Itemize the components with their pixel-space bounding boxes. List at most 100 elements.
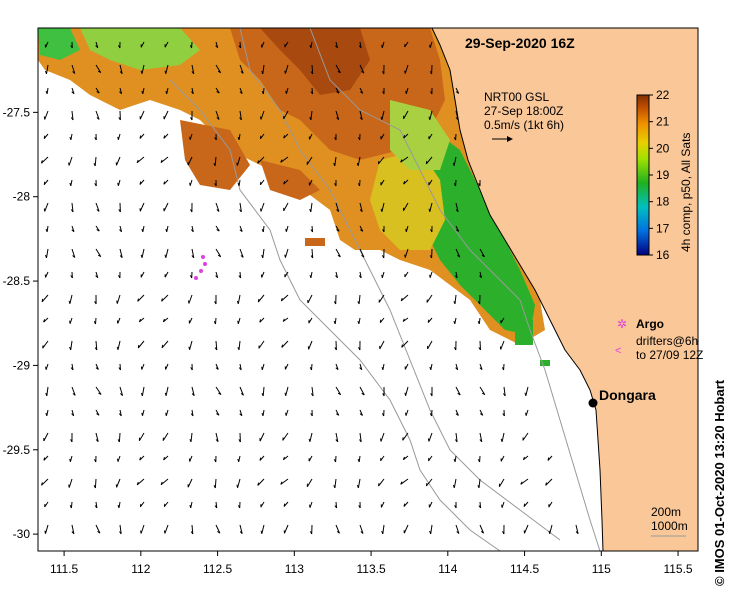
current-vector-head bbox=[43, 135, 46, 139]
current-vector-head bbox=[215, 439, 219, 443]
current-vector bbox=[260, 110, 265, 120]
current-vector-head bbox=[283, 135, 286, 139]
current-vector bbox=[161, 340, 169, 349]
current-vector-head bbox=[501, 504, 503, 508]
current-vector bbox=[479, 524, 485, 534]
current-vector-head bbox=[165, 228, 168, 233]
current-vector-head bbox=[119, 229, 122, 233]
x-tick-label: 115.5 bbox=[663, 562, 692, 576]
current-vector-head bbox=[118, 413, 122, 417]
current-vector-head bbox=[282, 456, 285, 460]
current-vector-head bbox=[45, 392, 48, 397]
current-vector bbox=[71, 202, 74, 212]
current-vector-head bbox=[118, 45, 121, 49]
current-vector-head bbox=[70, 117, 74, 121]
current-vector bbox=[239, 110, 242, 120]
current-vector-head bbox=[218, 392, 222, 395]
current-vector-head bbox=[68, 300, 71, 304]
current-vector-head bbox=[260, 208, 262, 212]
current-vector-head bbox=[453, 320, 456, 325]
current-vector-head bbox=[70, 367, 74, 371]
current-vector bbox=[95, 340, 98, 351]
current-vector-head bbox=[163, 530, 166, 534]
current-vector bbox=[190, 432, 193, 442]
current-vector-head bbox=[477, 485, 480, 489]
current-vector-head bbox=[71, 91, 75, 95]
current-vector-head bbox=[188, 346, 191, 350]
current-vector-head bbox=[427, 438, 430, 442]
current-vector-head bbox=[240, 393, 244, 396]
current-vector bbox=[378, 156, 385, 165]
current-vector-head bbox=[309, 531, 313, 535]
current-vector bbox=[137, 340, 145, 349]
current-vector-head bbox=[280, 159, 283, 163]
drifters-date-label: to 27/09 12Z bbox=[636, 348, 703, 362]
current-vector-head bbox=[44, 530, 46, 534]
current-vector-head bbox=[380, 116, 383, 120]
colorbar-tick-label: 18 bbox=[656, 195, 670, 209]
current-vector bbox=[405, 386, 409, 396]
depth-1000-label: 1000m bbox=[651, 519, 688, 533]
current-vector bbox=[215, 110, 220, 120]
current-vector-head bbox=[360, 531, 364, 534]
current-vector bbox=[214, 478, 217, 489]
current-vector-head bbox=[401, 344, 403, 348]
current-vector-head bbox=[190, 413, 194, 417]
current-vector-head bbox=[502, 531, 505, 535]
current-vector bbox=[139, 202, 145, 212]
current-vector bbox=[335, 64, 341, 74]
current-vector-head bbox=[191, 255, 195, 259]
current-vector bbox=[549, 524, 553, 534]
current-vector-head bbox=[455, 117, 459, 121]
current-vector bbox=[280, 294, 289, 302]
current-vector bbox=[215, 64, 222, 73]
current-vector-head bbox=[140, 530, 142, 534]
current-vector bbox=[311, 386, 314, 396]
current-vector-head bbox=[140, 254, 143, 258]
current-vector bbox=[403, 202, 409, 212]
current-vector bbox=[381, 202, 385, 212]
current-vector-head bbox=[117, 458, 119, 462]
current-vector-head bbox=[455, 367, 459, 371]
y-tick-label: -30 bbox=[13, 527, 31, 541]
current-vector bbox=[68, 478, 73, 488]
current-vector-head bbox=[452, 484, 455, 488]
current-vector-head bbox=[310, 393, 314, 397]
current-vector-head bbox=[162, 318, 165, 322]
current-vector bbox=[359, 432, 362, 442]
current-vector-head bbox=[361, 392, 365, 396]
current-vector-head bbox=[428, 116, 431, 120]
current-vector bbox=[404, 248, 409, 258]
current-vector-head bbox=[190, 209, 193, 213]
current-vector bbox=[141, 64, 145, 74]
current-vector-head bbox=[160, 481, 163, 485]
current-vector bbox=[359, 202, 363, 212]
current-vector-head bbox=[280, 481, 283, 485]
current-vector bbox=[163, 110, 169, 120]
current-vector-head bbox=[284, 70, 286, 74]
current-vector-head bbox=[72, 71, 76, 74]
current-vector bbox=[427, 340, 433, 350]
current-vector bbox=[455, 248, 461, 258]
current-vector-head bbox=[358, 347, 361, 351]
current-vector bbox=[259, 432, 265, 442]
current-vector-head bbox=[405, 412, 407, 416]
current-vector-head bbox=[283, 181, 286, 185]
current-vector-head bbox=[502, 413, 505, 417]
current-vector-head bbox=[213, 163, 216, 167]
current-vector bbox=[403, 110, 409, 120]
current-vector-head bbox=[96, 209, 100, 212]
current-vector bbox=[46, 386, 49, 396]
current-vector bbox=[257, 294, 265, 303]
drifter-icon: < bbox=[615, 345, 621, 357]
current-vector-head bbox=[45, 254, 47, 259]
current-vector bbox=[498, 478, 505, 487]
current-vector-head bbox=[72, 393, 76, 396]
current-vector-head bbox=[117, 136, 119, 140]
colorbar-tick-label: 21 bbox=[656, 115, 670, 129]
current-vector bbox=[239, 248, 244, 258]
current-vector bbox=[119, 386, 124, 396]
current-vector-head bbox=[404, 254, 406, 258]
current-vector bbox=[455, 110, 459, 120]
current-vector bbox=[41, 294, 49, 303]
